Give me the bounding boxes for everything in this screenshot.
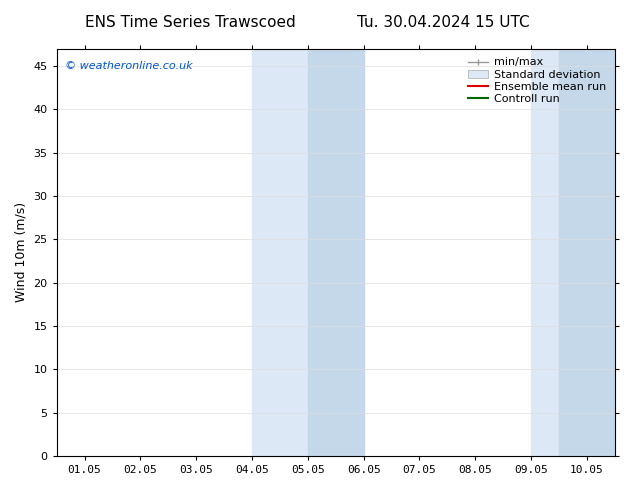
Bar	[531, 49, 559, 456]
Legend: min/max, Standard deviation, Ensemble mean run, Controll run: min/max, Standard deviation, Ensemble me…	[465, 54, 609, 107]
Bar	[308, 49, 364, 456]
Text: ENS Time Series Trawscoed: ENS Time Series Trawscoed	[85, 15, 295, 30]
Y-axis label: Wind 10m (m/s): Wind 10m (m/s)	[15, 202, 28, 302]
Text: © weatheronline.co.uk: © weatheronline.co.uk	[65, 61, 193, 71]
Bar	[252, 49, 308, 456]
Text: Tu. 30.04.2024 15 UTC: Tu. 30.04.2024 15 UTC	[358, 15, 530, 30]
Bar	[559, 49, 615, 456]
